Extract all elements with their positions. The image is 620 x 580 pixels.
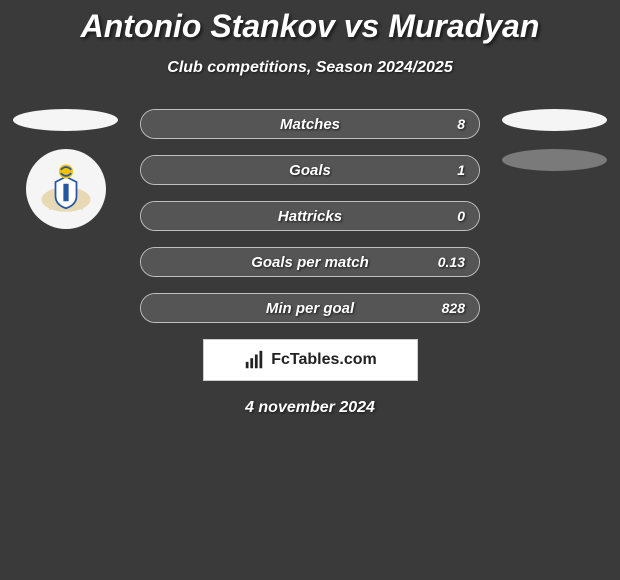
left-player-avatar: [13, 109, 118, 131]
stat-row-min-per-goal: Min per goal 828: [140, 293, 480, 323]
left-club-logo: [26, 149, 106, 229]
right-player-avatar: [502, 109, 607, 131]
stat-value: 828: [442, 294, 465, 322]
stats-list: Matches 8 Goals 1 Hattricks 0 Goals per …: [140, 109, 480, 323]
left-player-column: [8, 109, 123, 229]
stat-row-goals-per-match: Goals per match 0.13: [140, 247, 480, 277]
club-crest-icon: [38, 161, 94, 217]
stat-label: Goals: [141, 156, 479, 184]
stat-value: 0: [457, 202, 465, 230]
bar-chart-icon: [243, 349, 265, 371]
stat-value: 0.13: [438, 248, 465, 276]
stat-label: Matches: [141, 110, 479, 138]
right-player-column: [497, 109, 612, 189]
right-club-placeholder: [502, 149, 607, 171]
stat-row-goals: Goals 1: [140, 155, 480, 185]
stat-value: 1: [457, 156, 465, 184]
brand-box[interactable]: FcTables.com: [203, 339, 418, 381]
page-title: Antonio Stankov vs Muradyan: [0, 0, 620, 45]
stat-row-matches: Matches 8: [140, 109, 480, 139]
stat-label: Goals per match: [141, 248, 479, 276]
body-area: Matches 8 Goals 1 Hattricks 0 Goals per …: [0, 109, 620, 417]
stat-value: 8: [457, 110, 465, 138]
date-label: 4 november 2024: [0, 399, 620, 417]
stat-label: Hattricks: [141, 202, 479, 230]
stat-row-hattricks: Hattricks 0: [140, 201, 480, 231]
subtitle: Club competitions, Season 2024/2025: [0, 59, 620, 77]
comparison-card: Antonio Stankov vs Muradyan Club competi…: [0, 0, 620, 417]
brand-text: FcTables.com: [271, 351, 377, 369]
stat-label: Min per goal: [141, 294, 479, 322]
